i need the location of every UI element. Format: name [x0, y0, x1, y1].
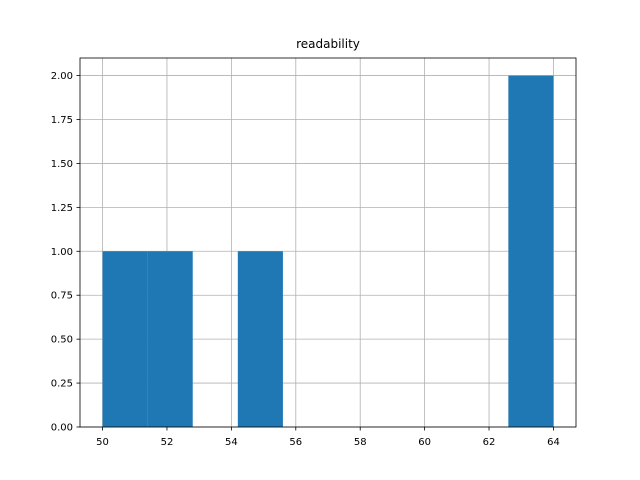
y-tick-label: 1.50 [51, 159, 73, 170]
x-tick-label: 52 [161, 437, 174, 448]
chart-title: readability [296, 37, 360, 51]
y-tick-label: 1.75 [51, 115, 73, 126]
x-tick-label: 50 [96, 437, 109, 448]
bar [102, 251, 148, 427]
bar [508, 75, 554, 428]
bar [147, 251, 193, 427]
y-tick-label: 0.50 [51, 335, 73, 346]
y-tick-label: 1.00 [51, 247, 73, 258]
y-tick-label: 0.25 [51, 379, 73, 390]
y-tick-label: 0.75 [51, 291, 73, 302]
x-tick-label: 64 [547, 437, 560, 448]
x-tick-label: 58 [354, 437, 367, 448]
x-tick-label: 62 [483, 437, 496, 448]
x-tick-label: 56 [289, 437, 302, 448]
axes-frame [79, 57, 577, 428]
bar [237, 251, 283, 427]
y-tick-label: 0.00 [51, 423, 73, 434]
x-tick-label: 60 [418, 437, 431, 448]
x-tick-label: 54 [225, 437, 238, 448]
y-tick-label: 1.25 [51, 203, 73, 214]
y-tick-label: 2.00 [51, 71, 73, 82]
